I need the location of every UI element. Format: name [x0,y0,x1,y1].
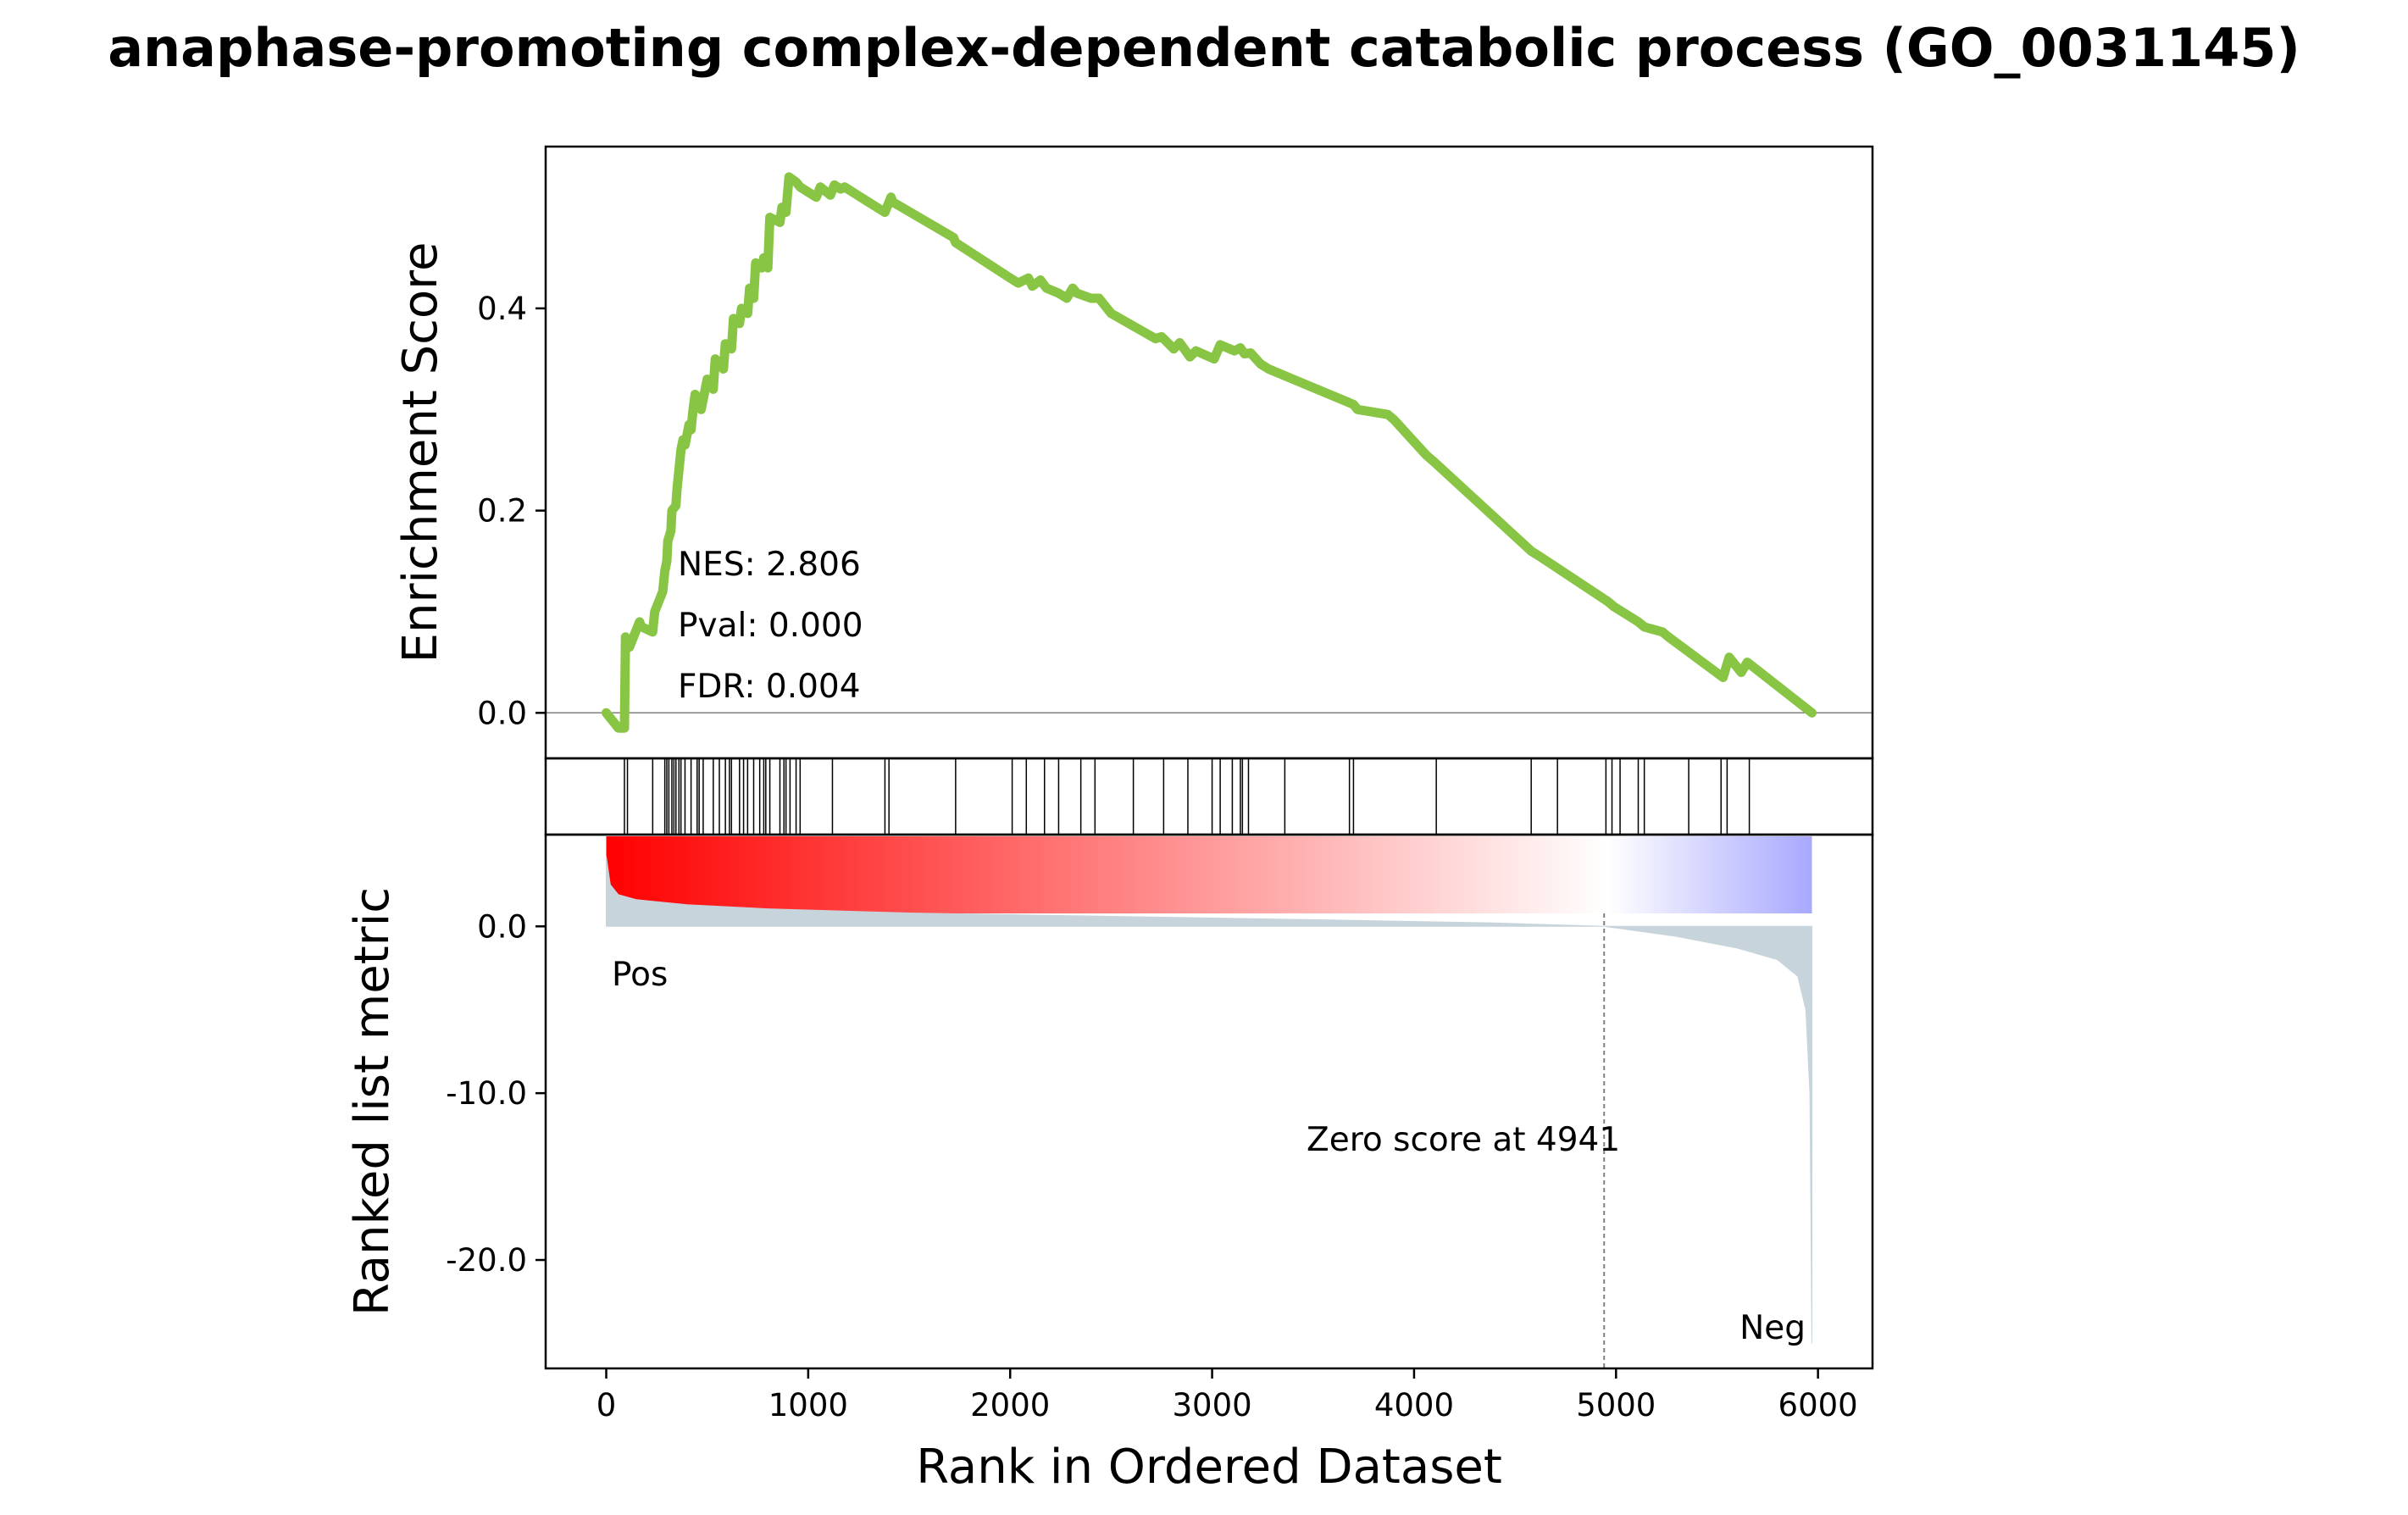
enrichment-line-layer [607,177,1812,728]
enrichment-y-tick-label: 0.4 [477,291,527,327]
enrichment-y-tick-label: 0.0 [477,695,527,731]
enrichment-panel: NES: 2.806 Pval: 0.000 FDR: 0.004 0.0 0.2… [393,147,1873,758]
x-axis-ticks: 0 1000 2000 3000 4000 5000 6000 [596,1368,1858,1423]
enrichment-frame [546,147,1873,758]
hit-lines [624,758,1750,835]
ranked-y-ticks: 0.0 -10.0 -20.0 [446,908,546,1279]
x-axis-label: Rank in Ordered Dataset [916,1440,1502,1495]
chart-title: anaphase-promoting complex-dependent cat… [108,17,2300,79]
enrichment-score-line [607,177,1812,728]
ranked-panel: Zero score at 4941 Pos Neg 0.0 -10.0 -20.0… [345,835,1873,1368]
zero-score-text: Zero score at 4941 [1307,1121,1620,1159]
enrichment-y-label: Enrichment Score [393,242,448,663]
hits-frame [546,758,1873,835]
ranked-y-tick-label: -20.0 [446,1242,527,1279]
enrichment-y-tick-label: 0.2 [477,493,527,530]
ranked-metric-fill [607,857,1812,1344]
x-tick-label: 6000 [1778,1387,1858,1423]
ranked-y-tick-label: -10.0 [446,1075,527,1112]
nes-text: NES: 2.806 [678,546,861,584]
ranked-y-label: Ranked list metric [345,887,400,1316]
x-tick-label: 5000 [1576,1387,1656,1423]
x-tick-label: 4000 [1374,1387,1454,1423]
enrichment-annotations: NES: 2.806 Pval: 0.000 FDR: 0.004 [678,546,863,706]
rank-colorbar [607,836,1812,913]
pos-label: Pos [612,956,668,994]
x-tick-label: 0 [596,1387,617,1423]
ranked-y-tick-label: 0.0 [477,908,527,945]
x-tick-label: 1000 [768,1387,848,1423]
enrichment-y-ticks: 0.0 0.2 0.4 [477,291,546,731]
ranked-metric-fill-layer [607,857,1812,1344]
x-tick-label: 2000 [970,1387,1050,1423]
neg-label: Neg [1739,1309,1806,1347]
x-tick-label: 3000 [1172,1387,1251,1423]
pval-text: Pval: 0.000 [678,607,863,645]
fdr-text: FDR: 0.004 [678,668,861,706]
hits-panel [546,758,1873,835]
